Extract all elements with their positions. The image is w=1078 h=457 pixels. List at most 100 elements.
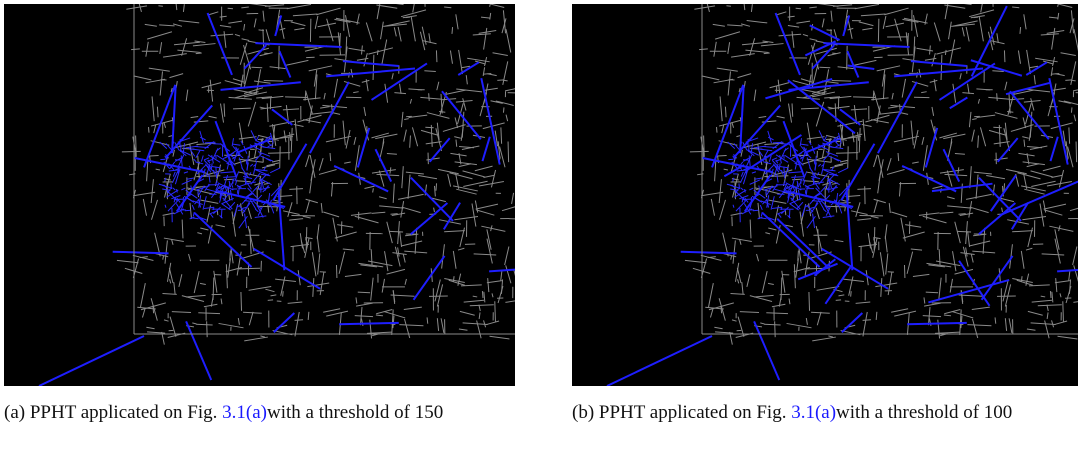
edge-line: [196, 143, 215, 144]
edge-line: [851, 211, 867, 215]
edge-line: [755, 178, 762, 179]
edge-line: [834, 240, 843, 241]
edge-line: [220, 25, 231, 27]
edge-line: [403, 254, 405, 262]
edge-line: [505, 246, 509, 264]
edge-line: [176, 189, 177, 192]
edge-line: [810, 39, 818, 41]
edge-line: [1024, 101, 1041, 103]
edge-line: [151, 200, 157, 220]
edge-line: [476, 204, 498, 209]
edge-line: [317, 236, 319, 252]
edge-line: [701, 76, 719, 80]
edge-line: [714, 327, 722, 329]
edge-line: [327, 19, 333, 42]
edge-line: [39, 336, 144, 386]
edge-line: [196, 53, 202, 54]
edge-line: [160, 71, 162, 95]
edge-line: [236, 139, 271, 153]
edge-line: [412, 127, 417, 146]
edge-line: [1049, 17, 1058, 18]
edge-line: [484, 292, 485, 303]
edge-line: [205, 142, 216, 143]
edge-line: [263, 11, 264, 22]
edge-line: [762, 213, 819, 267]
edge-line: [775, 321, 776, 337]
edge-line: [950, 279, 952, 293]
edge-line: [505, 300, 515, 302]
edge-line: [223, 177, 237, 178]
figure-ref[interactable]: 3.1(a): [222, 402, 267, 423]
edge-line: [887, 158, 891, 170]
edge-line: [267, 103, 268, 122]
edge-line: [744, 189, 745, 192]
edge-line: [168, 201, 178, 212]
edge-line: [209, 116, 217, 118]
edge-line: [738, 74, 752, 78]
edge-line: [143, 199, 146, 216]
edge-line: [768, 283, 774, 284]
figure-ref[interactable]: 3.1(a): [791, 402, 836, 423]
edge-line: [410, 136, 411, 148]
edge-line: [259, 30, 264, 31]
edge-line: [410, 99, 411, 104]
edge-line: [225, 81, 242, 86]
edge-line: [306, 91, 313, 114]
edge-line: [789, 299, 790, 305]
edge-line: [825, 206, 846, 207]
edge-line: [1041, 296, 1045, 297]
edge-line: [364, 107, 366, 116]
edge-line: [146, 42, 148, 57]
edge-line: [803, 34, 808, 36]
edge-line: [193, 212, 194, 216]
edge-line: [797, 97, 820, 99]
edge-line: [372, 170, 396, 173]
edge-line: [464, 300, 484, 302]
edge-line: [506, 29, 511, 52]
edge-line: [402, 241, 422, 246]
edge-line: [838, 168, 848, 173]
edge-line: [233, 108, 251, 109]
edge-line: [320, 107, 329, 109]
edge-line: [836, 142, 840, 146]
edge-line: [404, 119, 408, 120]
edge-line: [725, 107, 726, 118]
edge-line: [289, 219, 303, 220]
edge-line: [880, 252, 884, 276]
edge-line: [708, 283, 713, 307]
edge-line: [830, 181, 831, 188]
edge-line: [247, 156, 248, 171]
edge-line: [192, 323, 196, 324]
edge-line: [970, 241, 990, 246]
edge-line: [486, 321, 499, 325]
edge-line: [421, 130, 438, 135]
edge-line: [443, 125, 466, 132]
edge-line: [351, 213, 372, 216]
edge-line: [912, 162, 919, 163]
edge-line: [781, 207, 788, 214]
edge-line: [140, 257, 148, 258]
edge-line: [812, 45, 834, 69]
edge-line: [979, 203, 1016, 234]
edge-line: [271, 295, 277, 296]
edge-line: [261, 180, 262, 193]
edge-line: [997, 93, 998, 101]
edge-line: [473, 296, 477, 297]
edge-line: [145, 24, 157, 26]
edge-line: [1006, 83, 1050, 94]
edge-line: [303, 98, 320, 100]
edge-line: [309, 66, 332, 71]
edge-line: [344, 162, 351, 163]
edge-line: [244, 45, 266, 69]
edge-line: [306, 199, 318, 203]
edge-line: [731, 256, 732, 260]
edge-line: [784, 167, 785, 179]
edge-line: [326, 69, 415, 77]
edge-line: [894, 69, 983, 77]
edge-line: [822, 161, 825, 174]
edge-line: [792, 31, 794, 48]
edge-line: [877, 66, 900, 71]
edge-line: [895, 19, 901, 42]
edge-line: [172, 312, 191, 313]
edge-line: [492, 293, 493, 297]
